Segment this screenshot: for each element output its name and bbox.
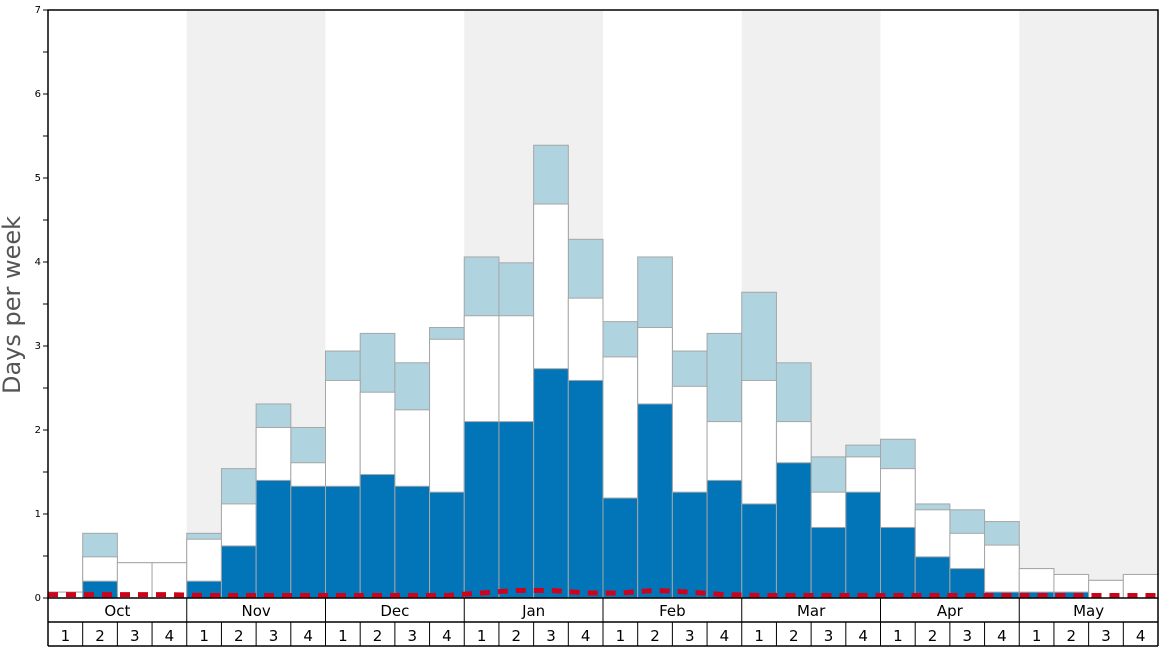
week-label: 3 <box>407 627 417 645</box>
average-line <box>48 587 1158 598</box>
week-label: 4 <box>1136 627 1146 645</box>
week-label: 1 <box>754 627 764 645</box>
week-label: 2 <box>650 627 660 645</box>
bar-s0-10 <box>359 474 396 599</box>
week-label: 3 <box>546 627 556 645</box>
week-label: 1 <box>199 627 209 645</box>
month-label-feb: Feb <box>659 602 686 620</box>
week-label: 4 <box>997 627 1007 645</box>
week-label: 2 <box>95 627 105 645</box>
bar-s0-12 <box>429 491 465 599</box>
bar-s0-14 <box>498 421 535 599</box>
y-tick-label: 6 <box>35 89 41 100</box>
bar-s0-17 <box>602 497 639 599</box>
month-label-apr: Apr <box>937 602 964 620</box>
week-label: 1 <box>616 627 626 645</box>
bar-s0-25 <box>880 526 916 599</box>
y-tick-label: 5 <box>35 173 41 184</box>
bar-s0-18 <box>637 403 673 599</box>
week-label: 3 <box>962 627 972 645</box>
y-tick-label: 4 <box>35 257 41 268</box>
week-label: 1 <box>338 627 348 645</box>
month-label-nov: Nov <box>241 602 270 620</box>
bar-s0-15 <box>533 368 569 599</box>
week-label: 3 <box>269 627 279 645</box>
week-label: 3 <box>130 627 140 645</box>
y-tick-label: 1 <box>35 509 41 520</box>
week-label: 1 <box>1032 627 1042 645</box>
week-label: 4 <box>442 627 452 645</box>
bar-s0-20 <box>706 479 743 599</box>
bar-s0-6 <box>220 545 257 599</box>
week-label: 2 <box>234 627 244 645</box>
week-label: 3 <box>824 627 834 645</box>
bar-s0-23 <box>810 526 847 599</box>
week-label: 2 <box>1067 627 1077 645</box>
week-label: 4 <box>303 627 313 645</box>
bar-s1-4 <box>151 562 188 599</box>
y-tick-label: 3 <box>35 341 41 352</box>
y-tick-label: 7 <box>35 5 41 16</box>
bar-s0-19 <box>671 491 708 599</box>
week-label: 2 <box>928 627 938 645</box>
average-line-layer <box>48 587 1158 598</box>
week-label: 4 <box>581 627 591 645</box>
week-label: 4 <box>720 627 730 645</box>
y-tick-label: 0 <box>35 593 41 604</box>
week-label: 1 <box>61 627 71 645</box>
week-label: 3 <box>685 627 695 645</box>
bar-s0-7 <box>255 479 292 599</box>
bar-s1-28 <box>984 544 1020 599</box>
bar-s0-16 <box>567 379 604 599</box>
month-label-dec: Dec <box>380 602 409 620</box>
month-label-mar: Mar <box>797 602 826 620</box>
labels-layer: Days per week 0 1 2 3 4 5 6 7 Oct Nov Dec Jan Feb Mar… <box>0 5 1145 645</box>
bar-s0-8 <box>290 485 326 599</box>
bar-s0-13 <box>463 421 500 599</box>
bar-s0-24 <box>845 491 881 599</box>
week-label: 1 <box>893 627 903 645</box>
bar-s0-21 <box>741 503 777 599</box>
bar-s0-26 <box>914 556 951 599</box>
month-band-may <box>1019 10 1158 598</box>
month-label-may: May <box>1073 602 1104 620</box>
month-label-oct: Oct <box>104 602 130 620</box>
week-label: 2 <box>373 627 383 645</box>
week-label: 2 <box>512 627 522 645</box>
week-label: 1 <box>477 627 487 645</box>
week-label: 4 <box>858 627 868 645</box>
bar-s0-22 <box>775 462 812 599</box>
week-label: 3 <box>1101 627 1111 645</box>
bars-layer <box>47 144 1159 599</box>
week-label: 4 <box>165 627 175 645</box>
bar-s1-3 <box>116 562 153 599</box>
y-tick-label: 2 <box>35 425 41 436</box>
week-label: 2 <box>789 627 799 645</box>
axes-layer <box>43 9 1159 647</box>
month-label-jan: Jan <box>521 602 545 620</box>
y-axis-label: Days per week <box>0 216 26 394</box>
bar-s0-11 <box>394 485 431 599</box>
month-band-oct <box>48 10 187 598</box>
bar-s0-9 <box>325 485 361 599</box>
